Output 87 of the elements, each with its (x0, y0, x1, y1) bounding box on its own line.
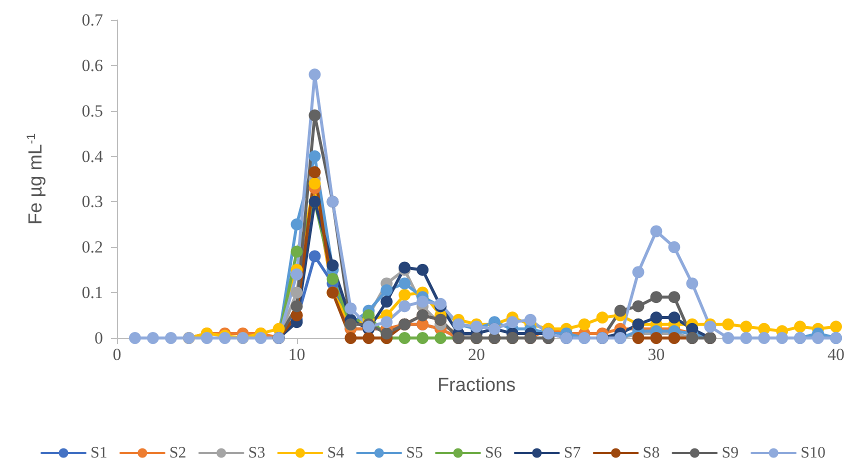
y-tick-label: 0.6 (82, 56, 103, 75)
point (650, 291, 662, 304)
point (218, 332, 231, 344)
point (290, 286, 303, 299)
point (506, 316, 518, 328)
point (632, 300, 644, 312)
point (362, 332, 375, 344)
point (308, 178, 321, 190)
point (758, 332, 770, 344)
x-axis-title: Fractions (437, 375, 516, 396)
y-axis-title: Fe µg mL-1 (24, 133, 46, 225)
point (200, 332, 213, 344)
point (398, 277, 411, 290)
legend-label: S4 (327, 444, 344, 462)
point (668, 241, 680, 254)
y-tick-label: 0.1 (82, 283, 103, 302)
y-tick-label: 0.3 (82, 192, 103, 212)
x-tick-label: 10 (288, 345, 306, 364)
point (398, 288, 411, 301)
legend-label: S9 (722, 444, 739, 462)
point (794, 320, 806, 333)
point (398, 332, 411, 344)
point (650, 312, 662, 324)
point (308, 109, 321, 122)
point (632, 266, 644, 278)
point (668, 291, 680, 304)
point (416, 296, 429, 308)
point (614, 304, 626, 317)
point (686, 277, 698, 290)
point (380, 284, 393, 296)
point (830, 320, 842, 333)
y-tick-label: 0.4 (82, 146, 104, 166)
y-tick-label: 0.2 (82, 238, 103, 257)
point (740, 332, 752, 344)
legend-label: S2 (169, 444, 186, 462)
point (776, 332, 788, 344)
point (326, 272, 339, 285)
point (308, 250, 321, 262)
point (632, 332, 644, 344)
point (254, 332, 267, 344)
point (164, 332, 177, 344)
point (128, 332, 141, 344)
legend-label: S8 (642, 444, 660, 462)
point (434, 332, 447, 344)
point (668, 312, 680, 324)
legend-label: S5 (406, 444, 424, 462)
y-tick-label: 0.5 (82, 101, 103, 120)
point (344, 332, 357, 344)
point (416, 264, 429, 276)
point (416, 332, 429, 344)
point (344, 302, 357, 314)
point (434, 298, 447, 310)
point (398, 300, 411, 312)
x-tick-label: 20 (468, 345, 485, 364)
point (722, 318, 734, 330)
y-tick-label: 0.7 (82, 10, 104, 30)
point (290, 246, 303, 258)
point (578, 318, 590, 330)
point (704, 320, 716, 333)
point (146, 332, 159, 344)
point (740, 320, 752, 333)
point (290, 268, 303, 280)
legend-label: S10 (800, 444, 826, 462)
point (290, 218, 303, 230)
legend-label: S3 (248, 444, 266, 462)
point (290, 300, 303, 312)
y-tick-label: 0 (94, 328, 103, 348)
point (524, 314, 536, 326)
point (650, 332, 662, 344)
point (380, 316, 393, 328)
point (308, 166, 321, 178)
point (722, 332, 734, 344)
point (326, 259, 339, 272)
point (380, 296, 393, 308)
legend-label: S7 (564, 444, 581, 462)
point (380, 327, 393, 340)
point (308, 150, 321, 162)
point (650, 225, 662, 238)
legend-label: S1 (90, 444, 108, 462)
point (668, 332, 680, 344)
x-tick-label: 40 (828, 345, 844, 364)
point (812, 332, 824, 344)
point (596, 312, 608, 324)
x-tick-label: 0 (112, 345, 122, 364)
legend-label: S6 (485, 444, 502, 462)
point (308, 68, 321, 81)
x-tick-label: 30 (648, 345, 665, 364)
